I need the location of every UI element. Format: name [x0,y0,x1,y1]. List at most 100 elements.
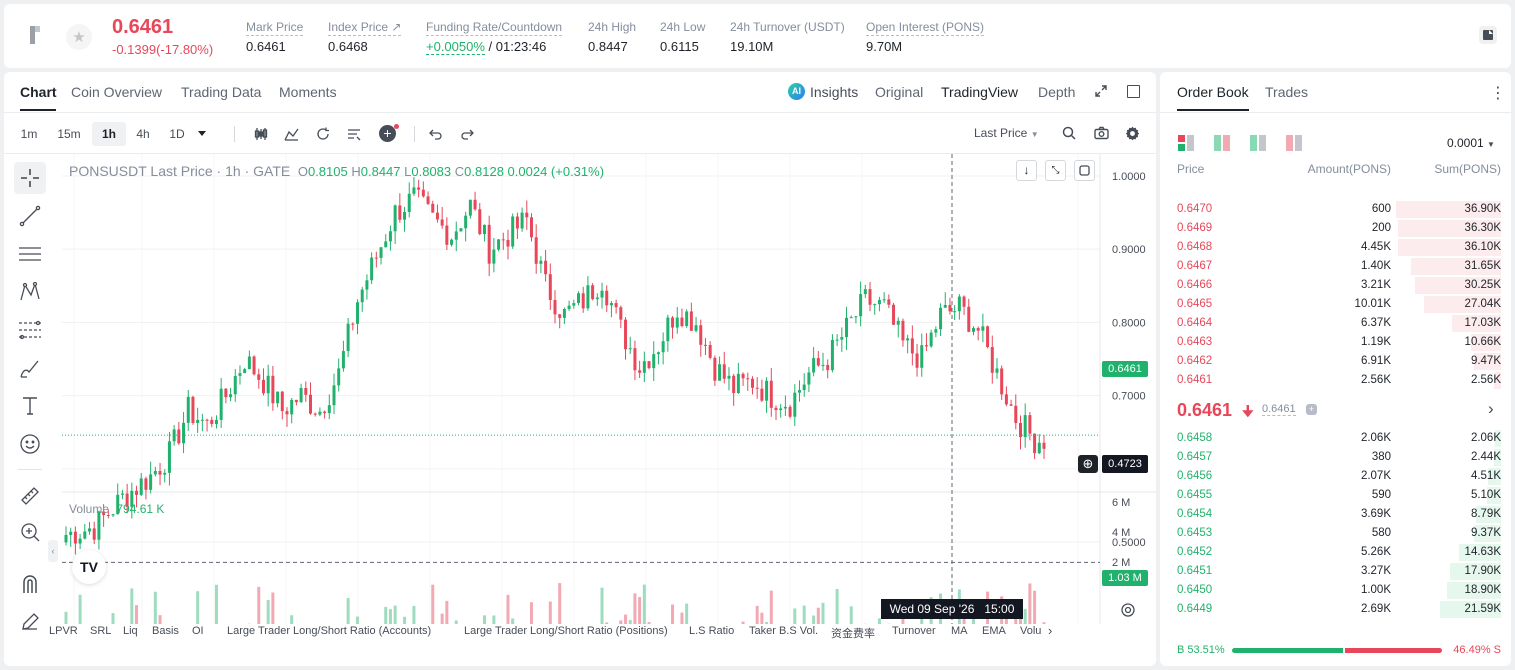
collapse-arrows-icon[interactable]: ⤡ [1045,160,1066,181]
price-type-select[interactable]: Last Price ▼ [974,126,1039,140]
indicator-10[interactable]: Turnover [892,625,936,637]
bid-row[interactable]: 0.6453 580 9.37K [1160,524,1511,543]
emoji-tool-icon[interactable] [14,428,46,460]
view-bids-only-icon[interactable] [1250,135,1266,156]
timeframe-1h[interactable]: 1h [92,122,126,146]
undo-icon[interactable] [429,127,443,146]
indicator-13[interactable]: Volu [1020,625,1042,637]
tab-trading-data[interactable]: Trading Data [181,84,262,100]
add-indicator-icon[interactable]: + [379,125,396,142]
bid-row[interactable]: 0.6456 2.07K 4.51K [1160,467,1511,486]
indicator-11[interactable]: MA [951,625,968,637]
magnet-tool-icon[interactable] [14,568,46,600]
bid-row[interactable]: 0.6458 2.06K 2.06K [1160,429,1511,448]
replay-icon[interactable] [316,127,330,146]
camera-icon[interactable] [1094,126,1109,145]
timeframe-15m[interactable]: 15m [57,127,81,141]
search-icon[interactable] [1062,126,1076,145]
mark-price-label[interactable]: Mark Price [246,20,304,36]
pattern-tool-icon[interactable] [14,276,46,308]
candle-body [553,300,557,315]
indicator-12[interactable]: EMA [982,625,1006,637]
tab-order-book[interactable]: Order Book [1177,84,1249,100]
view-original[interactable]: Original [875,84,924,100]
funding-rate-label[interactable]: Funding Rate/Countdown [426,20,563,36]
bid-row[interactable]: 0.6451 3.27K 17.90K [1160,562,1511,581]
gear-icon[interactable] [1125,126,1140,146]
ask-row[interactable]: 0.6462 6.91K 9.47K [1160,352,1511,371]
indicators-icon[interactable] [284,127,299,146]
bid-row[interactable]: 0.6455 590 5.10K [1160,486,1511,505]
ask-row[interactable]: 0.6467 1.40K 31.65K [1160,257,1511,276]
mark-price-small[interactable]: 0.6461 [1262,403,1296,416]
ask-row[interactable]: 0.6464 6.37K 17.03K [1160,314,1511,333]
indicator-2[interactable]: Liq [123,625,138,637]
open-interest-label[interactable]: Open Interest (PONS) [866,20,985,36]
indicator-more-icon[interactable]: › [1048,623,1053,638]
window-icon[interactable] [1127,85,1140,98]
add-alert-icon[interactable]: ⊕ [1078,455,1098,473]
tab-moments[interactable]: Moments [279,84,337,100]
templates-icon[interactable] [347,127,361,146]
bid-row[interactable]: 0.6450 1.00K 18.90K [1160,581,1511,600]
indicator-5[interactable]: Large Trader Long/Short Ratio (Accounts) [227,625,432,637]
crosshair-tool-icon[interactable] [14,162,46,194]
view-both-icon[interactable] [1178,135,1194,156]
more-menu-icon[interactable]: ⋮ [1490,85,1506,102]
legend-symbol[interactable]: PONSUSDT Last Price · 1h · GATE [69,163,291,179]
index-price-label[interactable]: Index Price ↗ [328,20,402,36]
ask-row[interactable]: 0.6461 2.56K 2.56K [1160,371,1511,390]
tab-coin-overview[interactable]: Coin Overview [71,84,163,100]
ask-row[interactable]: 0.6470 600 36.90K [1160,200,1511,219]
indicator-9[interactable]: 资金费率 [831,628,875,640]
indicator-1[interactable]: SRL [90,625,112,637]
collapse-toolbar-icon[interactable]: ‹ [48,540,58,562]
indicator-8[interactable]: Taker B.S Vol. [749,625,819,637]
trendline-tool-icon[interactable] [14,200,46,232]
zoom-in-tool-icon[interactable] [14,516,46,548]
ask-row[interactable]: 0.6465 10.01K 27.04K [1160,295,1511,314]
ask-row[interactable]: 0.6463 1.19K 10.66K [1160,333,1511,352]
ask-row[interactable]: 0.6469 200 36.30K [1160,219,1511,238]
scroll-down-icon[interactable]: ↓ [1016,160,1037,181]
bid-row[interactable]: 0.6454 3.69K 8.79K [1160,505,1511,524]
pencil-tool-icon[interactable] [14,606,46,638]
bid-row[interactable]: 0.6452 5.26K 14.63K [1160,543,1511,562]
timeframe-4h[interactable]: 4h [136,127,150,141]
view-tradingview[interactable]: TradingView [941,84,1019,100]
candle-type-icon[interactable] [254,127,268,146]
indicator-0[interactable]: LPVR [49,625,78,637]
indicator-4[interactable]: OI [192,625,204,637]
ask-row[interactable]: 0.6466 3.21K 30.25K [1160,276,1511,295]
timeframe-1d[interactable]: 1D [169,127,185,141]
indicator-3[interactable]: Basis [152,625,179,637]
notes-icon[interactable] [1479,26,1497,44]
view-depth[interactable]: Depth [1038,84,1076,100]
view-asks-only-icon[interactable] [1286,135,1302,156]
tab-chart[interactable]: Chart [20,84,57,100]
brush-tool-icon[interactable] [14,352,46,384]
indicator-6[interactable]: Large Trader Long/Short Ratio (Positions… [464,625,668,637]
indicator-7[interactable]: L.S Ratio [689,625,735,637]
horizontal-lines-tool-icon[interactable] [14,238,46,270]
fib-tool-icon[interactable] [14,314,46,346]
timeframe-dropdown-icon[interactable] [198,131,206,136]
view-bids-icon[interactable] [1214,135,1230,156]
funding-rate[interactable]: +0.0050% [426,39,485,55]
chevron-right-icon[interactable]: › [1488,399,1494,418]
precision-select[interactable]: 0.0001 ▼ [1447,136,1495,150]
bid-row[interactable]: 0.6457 380 2.44K [1160,448,1511,467]
timeframe-1m[interactable]: 1m [20,127,38,141]
ruler-tool-icon[interactable] [14,480,46,512]
time-axis-settings-icon[interactable] [1120,602,1136,623]
text-tool-icon[interactable] [14,390,46,422]
bid-row[interactable]: 0.6449 2.69K 21.59K [1160,600,1511,619]
view-insights[interactable]: Insights [810,84,859,100]
favorite-star-icon[interactable]: ★ [66,24,92,50]
redo-icon[interactable] [460,127,474,146]
tab-trades[interactable]: Trades [1265,84,1309,100]
ask-row[interactable]: 0.6468 4.45K 36.10K [1160,238,1511,257]
maximize-chart-icon[interactable] [1074,160,1095,181]
expand-icon[interactable] [1094,84,1108,103]
